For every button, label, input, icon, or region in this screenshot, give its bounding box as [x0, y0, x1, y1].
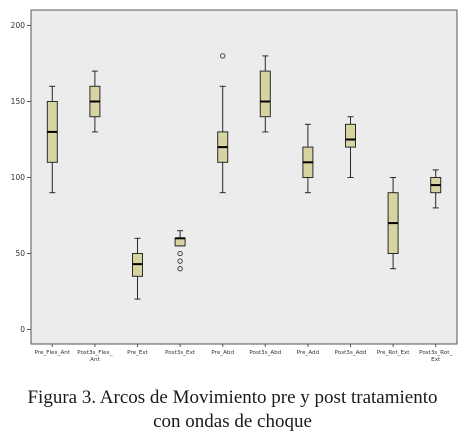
outlier-point [177, 250, 183, 257]
x-tick-label: Post3s_Ext [165, 350, 196, 356]
x-tick-label-line: Post3s_Flex_ [77, 350, 112, 356]
x-tick-label: Post3s_Flex_ Ant [77, 350, 112, 363]
x-tick-label-line: Pre_Flex_Ant [35, 350, 71, 356]
box-iqr [345, 123, 356, 148]
x-tick-label: Pre_Abd [211, 350, 234, 356]
x-tick-label: Post3s_Rot_ Ext [419, 350, 452, 363]
x-tick-label-line: Post3s_Abd [249, 350, 281, 356]
box-Pre_Add [302, 123, 314, 194]
boxplot-chart: 0 50 100 150 200 Pre_Flex_Ant Post3s_Flex_ Ant… [11, 9, 458, 363]
x-tick-label-line: Post3s_Ext [165, 350, 196, 356]
box-Pre_Ext [132, 237, 143, 300]
box-Pre_Abd [217, 53, 229, 194]
box-Post3s_Rot_Ext [430, 169, 442, 209]
y-tick-label: 100 [11, 173, 26, 182]
box-Post3s_Flex_Ant [89, 70, 101, 133]
x-tick-label-line: Pre_Ext [127, 350, 149, 356]
x-tick-label: Pre_Rot_Ext [377, 350, 411, 356]
figure-caption: Figura 3. Arcos de Movimiento pre y post… [0, 386, 465, 434]
box-iqr [174, 237, 186, 247]
box-series [46, 53, 442, 300]
x-tick-label-line: Post3s_Rot_ [419, 350, 452, 356]
y-tick-label: 150 [11, 97, 26, 106]
outlier-point [220, 53, 226, 59]
x-tick-label-line: Post3s_Add [335, 350, 367, 356]
x-tick-label-line: Ext [431, 357, 441, 363]
x-tick-label-line: Pre_Add [297, 350, 320, 356]
outlier-point [177, 258, 183, 264]
x-tick-label-line: Pre_Rot_Ext [377, 350, 411, 356]
y-tick-label: 200 [11, 21, 26, 30]
box-Post3s_Abd [259, 55, 271, 133]
y-tick-label: 0 [20, 325, 25, 334]
x-tick-label: Post3s_Add [335, 350, 367, 356]
box-Pre_Flex_Ant [46, 85, 58, 194]
x-axis-labels: Pre_Flex_Ant Post3s_Flex_ Ant Pre_Ext Post3s… [35, 344, 452, 363]
outlier-point [177, 266, 183, 272]
x-tick-label: Pre_Ext [127, 350, 149, 356]
box-Post3s_Add [345, 116, 356, 178]
box-Pre_Rot_Ext [387, 177, 399, 270]
box-Post3s_Ext [174, 230, 186, 272]
box-iqr [259, 70, 271, 118]
x-tick-label-line: Ant [90, 357, 100, 363]
x-tick-label-line: Pre_Abd [211, 350, 234, 356]
x-tick-label: Post3s_Abd [249, 350, 281, 356]
y-tick-label: 50 [15, 249, 25, 258]
caption-line-2: con ondas de choque [153, 411, 312, 432]
x-tick-label: Pre_Add [297, 350, 320, 356]
x-tick-label: Pre_Flex_Ant [35, 350, 71, 356]
plot-area [30, 9, 458, 345]
caption-line-1: Figura 3. Arcos de Movimiento pre y post… [27, 387, 438, 408]
y-axis: 0 50 100 150 200 [11, 21, 31, 334]
